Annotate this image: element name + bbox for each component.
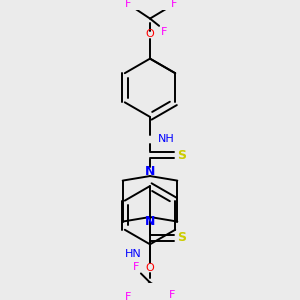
- Text: S: S: [177, 148, 186, 162]
- Text: HN: HN: [125, 249, 142, 259]
- Text: F: F: [160, 27, 167, 37]
- Text: N: N: [145, 165, 155, 178]
- Text: S: S: [177, 231, 186, 244]
- Text: F: F: [170, 0, 177, 9]
- Text: NH: NH: [158, 134, 175, 144]
- Text: F: F: [169, 290, 175, 300]
- Text: N: N: [145, 215, 155, 228]
- Text: O: O: [146, 29, 154, 39]
- Text: F: F: [125, 292, 131, 300]
- Text: F: F: [125, 0, 131, 9]
- Text: F: F: [133, 262, 140, 272]
- Text: O: O: [146, 263, 154, 273]
